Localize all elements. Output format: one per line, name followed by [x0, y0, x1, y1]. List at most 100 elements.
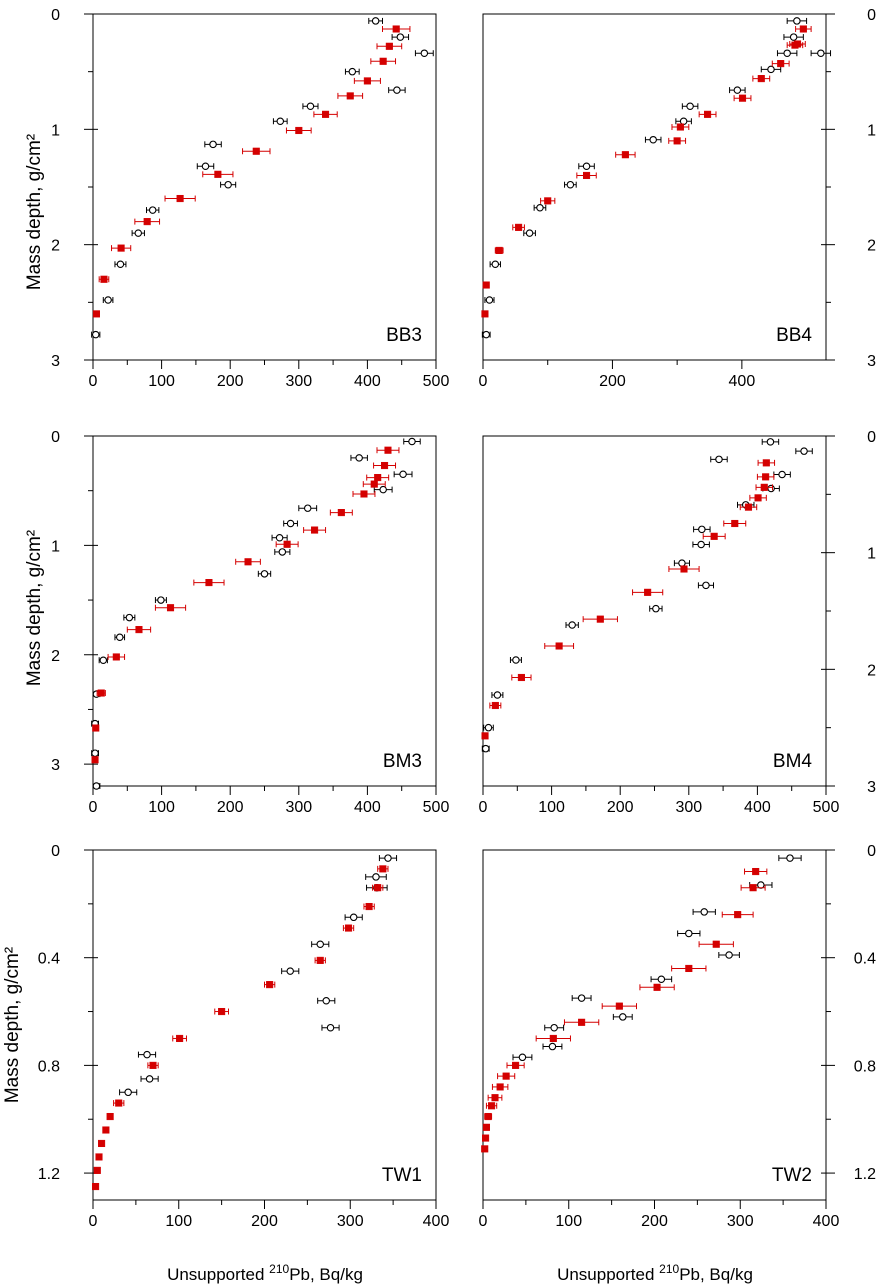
x-tick-label: 300	[337, 1213, 364, 1230]
data-point-filled	[392, 25, 400, 33]
x-tick-label: 400	[813, 1213, 840, 1230]
data-point-open	[685, 929, 693, 938]
data-point-filled	[484, 1112, 492, 1121]
data-point-filled	[115, 1099, 123, 1107]
data-point-filled	[316, 956, 324, 964]
data-point-filled	[283, 540, 291, 548]
data-point-filled	[360, 490, 368, 498]
data-point-filled	[166, 604, 175, 612]
data-point-open	[322, 997, 330, 1005]
data-point-filled	[112, 653, 120, 661]
open-circle-series	[91, 17, 434, 339]
data-point-filled	[385, 42, 393, 50]
filled-square-series	[481, 459, 776, 740]
data-point-filled	[749, 884, 757, 892]
data-point-filled	[117, 244, 125, 252]
data-point-open	[783, 49, 791, 57]
y-tick-label: 1	[51, 122, 60, 139]
data-point-open	[582, 162, 591, 170]
data-point-open	[145, 1075, 154, 1083]
data-point-open	[793, 17, 801, 25]
data-point-filled	[799, 25, 807, 33]
data-point-open	[715, 455, 723, 464]
data-point-filled	[370, 480, 378, 488]
data-point-filled	[92, 310, 100, 318]
data-point-open	[224, 180, 232, 189]
data-point-filled	[738, 94, 747, 102]
data-point-open	[491, 260, 500, 269]
y-tick-label: 0	[51, 843, 60, 860]
filled-square-series	[91, 446, 400, 764]
data-point-open	[393, 86, 401, 94]
data-point-open	[125, 613, 134, 622]
y-tick-label: 0.4	[854, 951, 876, 968]
data-point-filled	[644, 588, 652, 596]
data-point-open	[686, 102, 694, 111]
x-tick-label: 400	[354, 373, 381, 390]
x-tick-label: 0	[479, 799, 488, 816]
data-point-open	[550, 1023, 558, 1032]
data-point-filled	[710, 532, 718, 540]
data-point-open	[789, 33, 798, 41]
x-tick-label: 0	[89, 373, 98, 390]
y-tick-label: 2	[867, 662, 876, 679]
data-point-filled	[143, 218, 151, 226]
data-point-filled	[100, 275, 108, 283]
data-point-open	[306, 102, 315, 111]
x-tick-label: 400	[423, 1213, 450, 1230]
filled-square-series	[92, 865, 389, 1191]
x-tick-label: 300	[675, 799, 702, 816]
data-point-filled	[731, 519, 739, 528]
open-circle-series	[91, 437, 421, 790]
data-point-filled	[578, 1018, 586, 1026]
data-point-filled	[488, 1102, 496, 1110]
data-point-open	[143, 1050, 151, 1059]
data-point-filled	[481, 1145, 489, 1153]
data-point-open	[757, 881, 765, 889]
x-tick-label: 500	[423, 799, 450, 816]
data-point-filled	[266, 981, 274, 989]
y-tick-label: 1.2	[38, 1166, 60, 1183]
data-point-filled	[95, 1153, 103, 1161]
data-point-open	[568, 621, 576, 629]
panel-label: BB3	[386, 325, 422, 346]
data-point-filled	[374, 474, 382, 482]
data-point-filled	[295, 126, 303, 135]
y-tick-label: 0	[51, 7, 60, 24]
y-tick-label: 3	[51, 757, 60, 774]
data-point-filled	[98, 1139, 106, 1148]
data-point-filled	[214, 170, 222, 178]
data-point-filled	[102, 1126, 110, 1134]
data-point-open	[91, 749, 99, 757]
data-point-open	[286, 967, 294, 975]
data-point-open	[649, 135, 657, 144]
data-point-open	[678, 559, 686, 567]
data-point-filled	[365, 902, 373, 911]
data-point-open	[116, 633, 124, 641]
data-point-open	[316, 940, 324, 948]
data-point-filled	[482, 1123, 490, 1131]
data-point-open	[518, 1053, 527, 1062]
filled-square-series	[92, 25, 411, 318]
chart-panel-bb3: 0 100 200 300 400 500 0 1 2 3 BB3	[51, 7, 449, 390]
data-point-open	[326, 1023, 335, 1032]
y-tick-label: 0	[867, 7, 876, 24]
data-point-open	[566, 180, 575, 189]
data-point-filled	[544, 197, 552, 205]
data-point-filled	[135, 626, 143, 634]
x-tick-label: 100	[538, 799, 565, 816]
data-point-filled	[311, 526, 319, 534]
data-point-filled	[337, 509, 345, 517]
data-point-open	[276, 117, 285, 126]
y-axis-label: Mass depth, g/cm²	[2, 947, 23, 1103]
data-point-filled	[496, 1083, 504, 1091]
data-point-filled	[712, 940, 720, 948]
panel-label: TW2	[772, 1165, 812, 1186]
data-point-open	[396, 33, 405, 41]
x-tick-label: 0	[479, 373, 488, 390]
data-point-open	[371, 17, 380, 25]
data-point-open	[408, 437, 416, 446]
data-point-open	[702, 581, 710, 590]
x-tick-label: 400	[729, 373, 756, 390]
